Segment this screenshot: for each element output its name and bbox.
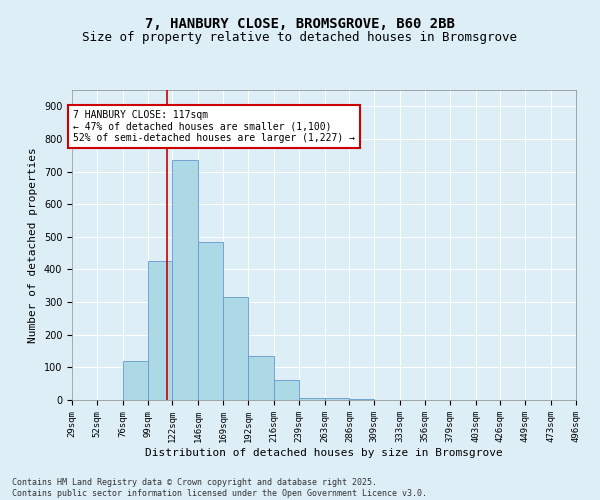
Text: Size of property relative to detached houses in Bromsgrove: Size of property relative to detached ho… xyxy=(83,31,517,44)
Y-axis label: Number of detached properties: Number of detached properties xyxy=(28,147,38,343)
Bar xyxy=(274,380,299,400)
Text: 7 HANBURY CLOSE: 117sqm
← 47% of detached houses are smaller (1,100)
52% of semi: 7 HANBURY CLOSE: 117sqm ← 47% of detache… xyxy=(73,110,355,143)
Bar xyxy=(223,297,248,400)
Bar xyxy=(299,398,325,400)
Bar xyxy=(325,398,349,400)
Text: 7, HANBURY CLOSE, BROMSGROVE, B60 2BB: 7, HANBURY CLOSE, BROMSGROVE, B60 2BB xyxy=(145,18,455,32)
Bar xyxy=(248,356,274,400)
Text: Contains HM Land Registry data © Crown copyright and database right 2025.
Contai: Contains HM Land Registry data © Crown c… xyxy=(12,478,427,498)
Bar xyxy=(148,262,172,400)
X-axis label: Distribution of detached houses by size in Bromsgrove: Distribution of detached houses by size … xyxy=(145,448,503,458)
Bar xyxy=(172,160,198,400)
Bar xyxy=(198,242,223,400)
Bar xyxy=(123,361,148,400)
